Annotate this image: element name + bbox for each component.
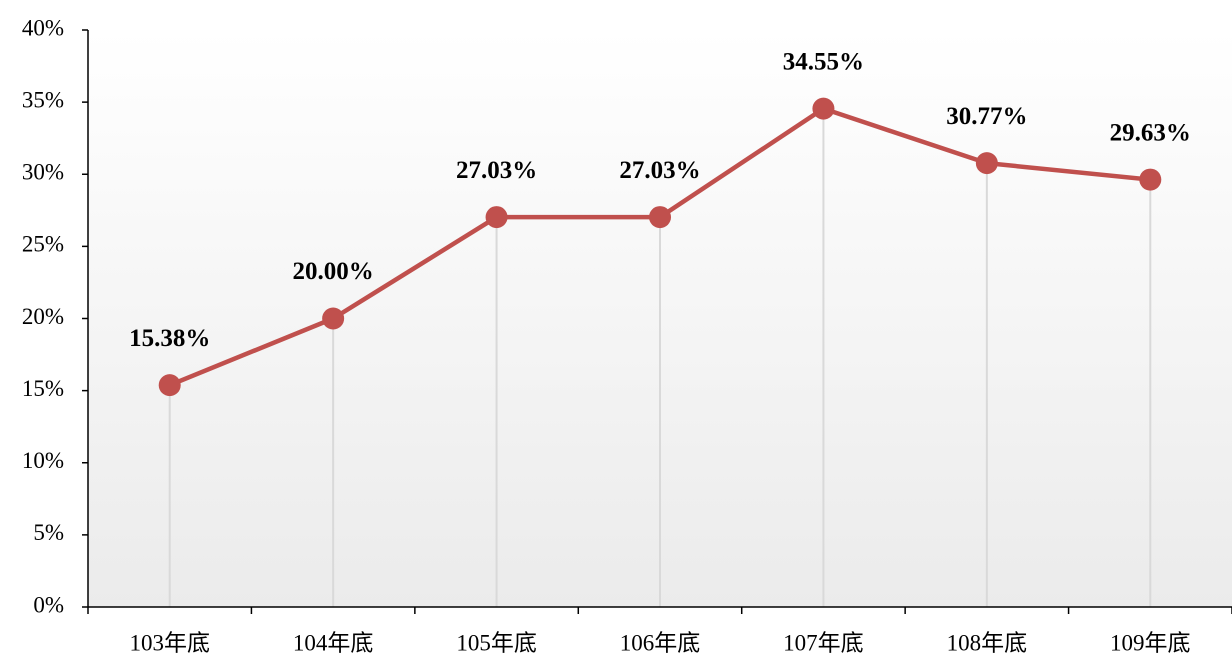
y-tick-label: 30% xyxy=(22,160,64,185)
y-tick-label: 35% xyxy=(22,87,64,112)
value-label: 15.38% xyxy=(129,325,210,352)
data-point xyxy=(1139,168,1162,191)
x-tick-label: 106年底 xyxy=(620,630,701,655)
value-label: 20.00% xyxy=(293,258,374,285)
value-label: 27.03% xyxy=(456,157,537,184)
y-tick-label: 5% xyxy=(33,520,64,545)
data-point xyxy=(485,206,508,229)
y-tick-label: 25% xyxy=(22,232,64,257)
x-tick-label: 107年底 xyxy=(783,630,864,655)
value-label: 29.63% xyxy=(1110,119,1191,146)
data-point xyxy=(322,307,345,330)
x-tick-label: 103年底 xyxy=(129,630,210,655)
y-tick-label: 15% xyxy=(22,376,64,401)
value-label: 34.55% xyxy=(783,48,864,75)
data-point xyxy=(158,374,181,397)
y-tick-label: 10% xyxy=(22,448,64,473)
data-point xyxy=(649,206,671,229)
x-tick-label: 108年底 xyxy=(947,630,1028,655)
x-tick-label: 105年底 xyxy=(456,630,537,655)
data-point xyxy=(812,97,835,120)
x-tick-label: 109年底 xyxy=(1110,630,1191,655)
y-tick-label: 20% xyxy=(22,304,64,329)
y-tick-label: 0% xyxy=(33,592,64,617)
value-label: 30.77% xyxy=(946,103,1027,130)
data-point xyxy=(975,152,998,175)
value-label: 27.03% xyxy=(619,157,700,184)
x-tick-label: 104年底 xyxy=(293,630,374,655)
y-tick-label: 40% xyxy=(22,15,64,40)
